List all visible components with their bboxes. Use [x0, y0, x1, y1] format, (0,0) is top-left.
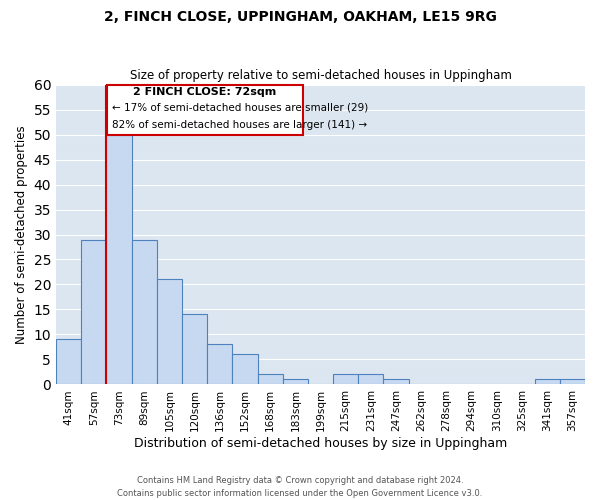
Bar [182, 314, 207, 384]
X-axis label: Distribution of semi-detached houses by size in Uppingham: Distribution of semi-detached houses by … [134, 437, 507, 450]
Bar [358, 374, 383, 384]
Bar [56, 340, 81, 384]
Bar [207, 344, 232, 385]
Bar [257, 374, 283, 384]
Bar [283, 380, 308, 384]
Bar [106, 134, 131, 384]
Bar [81, 240, 106, 384]
Bar [131, 240, 157, 384]
Bar [383, 380, 409, 384]
FancyBboxPatch shape [107, 84, 303, 134]
Bar [560, 380, 585, 384]
Text: Contains HM Land Registry data © Crown copyright and database right 2024.
Contai: Contains HM Land Registry data © Crown c… [118, 476, 482, 498]
Y-axis label: Number of semi-detached properties: Number of semi-detached properties [15, 125, 28, 344]
Bar [232, 354, 257, 384]
Text: 2 FINCH CLOSE: 72sqm: 2 FINCH CLOSE: 72sqm [133, 87, 277, 97]
Text: 82% of semi-detached houses are larger (141) →: 82% of semi-detached houses are larger (… [112, 120, 367, 130]
Text: ← 17% of semi-detached houses are smaller (29): ← 17% of semi-detached houses are smalle… [112, 102, 368, 112]
Bar [535, 380, 560, 384]
Text: 2, FINCH CLOSE, UPPINGHAM, OAKHAM, LE15 9RG: 2, FINCH CLOSE, UPPINGHAM, OAKHAM, LE15 … [104, 10, 496, 24]
Bar [333, 374, 358, 384]
Bar [157, 280, 182, 384]
Title: Size of property relative to semi-detached houses in Uppingham: Size of property relative to semi-detach… [130, 69, 511, 82]
